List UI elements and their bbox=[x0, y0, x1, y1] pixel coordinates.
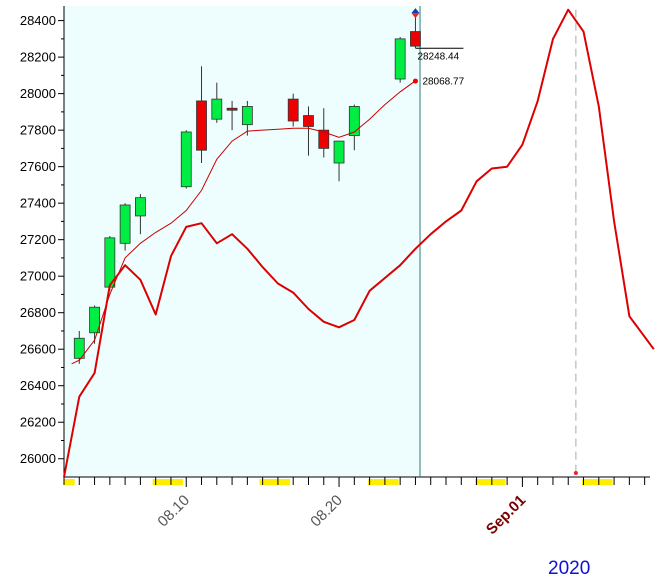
candle bbox=[318, 108, 330, 158]
x-date-label: 08.20 bbox=[307, 492, 346, 531]
candle-body bbox=[241, 106, 253, 126]
candle bbox=[410, 15, 421, 48]
projection-line bbox=[63, 8, 655, 478]
candle-body bbox=[134, 197, 146, 217]
axes bbox=[63, 6, 650, 478]
y-tick-label: 27400 bbox=[20, 196, 56, 211]
diamond-marker-top bbox=[411, 8, 420, 14]
y-tick-label: 28400 bbox=[20, 13, 56, 28]
candle bbox=[119, 203, 131, 251]
weekend-markers bbox=[64, 479, 613, 485]
candle-body bbox=[196, 100, 207, 151]
x-date-label: Sep.01 bbox=[483, 492, 529, 538]
y-tick-label: 28200 bbox=[20, 50, 56, 65]
y-tick-label: 26800 bbox=[20, 305, 56, 320]
candle bbox=[180, 130, 192, 189]
weekend-marker bbox=[64, 479, 75, 485]
highlight-region bbox=[64, 6, 421, 477]
ma-end-dot bbox=[412, 78, 418, 84]
candle bbox=[89, 305, 100, 344]
candle-body bbox=[287, 98, 299, 122]
candle-body bbox=[226, 107, 238, 111]
y-tick-label: 28000 bbox=[20, 86, 56, 101]
y-tick-label: 26200 bbox=[20, 415, 56, 430]
candle-body bbox=[180, 131, 192, 188]
weekend-marker bbox=[259, 479, 291, 485]
price-label-close: 28248.44 bbox=[417, 51, 459, 62]
moving-average-line bbox=[71, 80, 416, 365]
y-tick-label: 27600 bbox=[20, 159, 56, 174]
weekend-marker bbox=[368, 479, 399, 485]
candle-body bbox=[348, 106, 360, 137]
weekend-marker bbox=[475, 479, 506, 485]
candle-body bbox=[211, 98, 223, 120]
x-date-label: 08.10 bbox=[154, 492, 193, 531]
candle bbox=[211, 82, 223, 123]
projection bbox=[63, 8, 655, 478]
y-tick-label: 26400 bbox=[20, 378, 56, 393]
y-axis-ticks: 26000 26200 26400 26600 26800 27000 27200 27400… bbox=[20, 13, 64, 466]
annotations: 28248.44 28068.77 bbox=[411, 8, 465, 88]
candle bbox=[241, 100, 253, 136]
vertical-markers bbox=[419, 6, 578, 477]
candle-body bbox=[89, 306, 100, 334]
y-tick-label: 27200 bbox=[20, 232, 56, 247]
candles bbox=[73, 15, 421, 364]
candle bbox=[394, 37, 406, 83]
candle bbox=[134, 194, 146, 235]
candle bbox=[73, 330, 85, 364]
candle bbox=[196, 66, 207, 163]
candle bbox=[348, 104, 360, 151]
candle-body bbox=[73, 337, 85, 359]
moving-average bbox=[71, 80, 416, 365]
price-label-ma: 28068.77 bbox=[422, 77, 464, 88]
candle bbox=[287, 93, 299, 127]
y-tick-label: 26000 bbox=[20, 451, 56, 466]
candle bbox=[303, 106, 314, 156]
shaded-area bbox=[64, 6, 421, 477]
peak-bottom-dot bbox=[573, 471, 578, 475]
candle-body bbox=[410, 31, 421, 47]
y-tick-label: 26600 bbox=[20, 342, 56, 357]
candle-body bbox=[394, 38, 406, 80]
y-tick-label: 27800 bbox=[20, 123, 56, 138]
candle bbox=[226, 100, 238, 131]
candle-body bbox=[333, 140, 345, 164]
weekend-marker bbox=[581, 479, 613, 485]
candle bbox=[333, 140, 345, 182]
y-tick-label: 27000 bbox=[20, 269, 56, 284]
candle-body bbox=[303, 115, 314, 127]
x-axis-ticks: 08.10 08.20 Sep.01 bbox=[63, 477, 646, 538]
candle-body bbox=[318, 129, 330, 149]
diamond-marker-bottom bbox=[411, 13, 420, 19]
year-label: 2020 bbox=[548, 558, 591, 579]
candle bbox=[104, 236, 116, 291]
candle-body bbox=[119, 204, 131, 244]
weekend-marker bbox=[152, 479, 184, 485]
